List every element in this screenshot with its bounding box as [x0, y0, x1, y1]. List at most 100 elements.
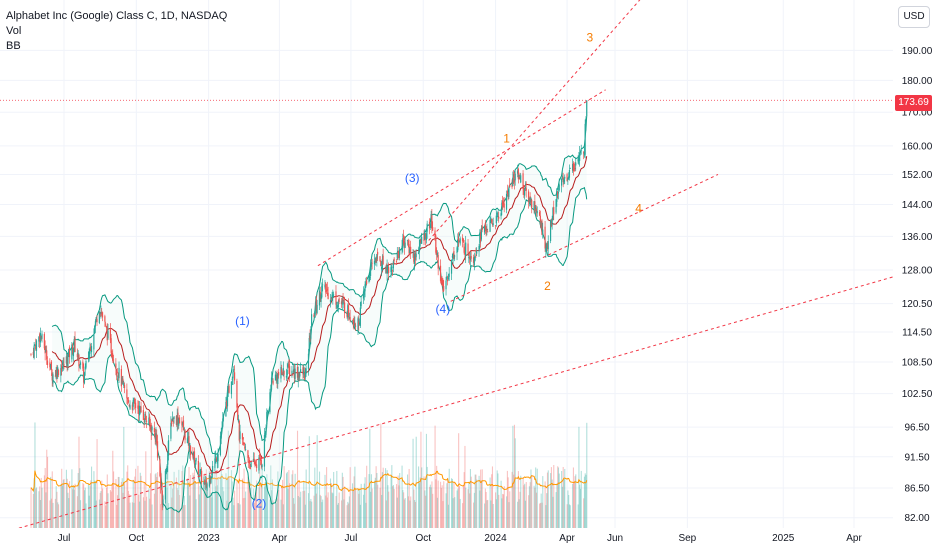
- candle-body: [528, 197, 530, 203]
- volume-bar: [50, 498, 53, 528]
- volume-bar: [562, 466, 564, 528]
- candle-body: [544, 226, 546, 249]
- candle-body: [546, 242, 549, 249]
- candle-body: [465, 242, 467, 256]
- volume-bar: [104, 501, 106, 528]
- volume-bar: [178, 469, 180, 528]
- candle-body: [539, 215, 541, 224]
- candle-body: [60, 368, 62, 376]
- candle-body: [557, 191, 559, 196]
- volume-bar: [390, 475, 392, 528]
- volume-bar: [519, 491, 521, 528]
- volume-bar: [100, 491, 102, 528]
- candle-body: [65, 356, 67, 364]
- volume-bar: [297, 496, 299, 528]
- candle-body: [39, 334, 41, 342]
- candle-body: [30, 353, 32, 355]
- volume-bar: [432, 493, 434, 528]
- indicator-vol[interactable]: Vol: [6, 25, 22, 37]
- volume-bar: [454, 497, 456, 528]
- volume-bar: [498, 494, 500, 528]
- volume-bar: [61, 468, 63, 528]
- volume-bar: [65, 469, 67, 528]
- candle-body: [237, 408, 239, 420]
- volume-bar: [375, 466, 377, 528]
- candle-body: [552, 207, 554, 221]
- candle-body: [164, 470, 167, 500]
- candle-body: [481, 225, 483, 231]
- volume-bar: [414, 500, 416, 528]
- volume-bar: [348, 503, 350, 528]
- volume-bar: [32, 493, 34, 528]
- candle-body: [182, 420, 185, 431]
- volume-bar: [264, 482, 266, 528]
- volume-bar: [140, 475, 142, 528]
- time-tick-label: Apr: [559, 533, 575, 544]
- candle-body: [208, 475, 211, 487]
- candle-body: [435, 235, 437, 253]
- volume-bar: [176, 488, 178, 528]
- volume-bar: [105, 487, 108, 528]
- volume-bar: [149, 498, 151, 528]
- candle-body: [574, 168, 576, 169]
- candle-body: [463, 243, 465, 253]
- volume-bar: [236, 480, 238, 528]
- candle-body: [96, 318, 98, 323]
- candle-body: [445, 280, 447, 290]
- volume-bar: [227, 430, 229, 528]
- volume-bar: [506, 470, 508, 528]
- candle-body: [302, 367, 304, 375]
- candle-body: [221, 427, 223, 430]
- volume-bar: [275, 503, 277, 528]
- volume-bar: [533, 485, 535, 528]
- volume-bar: [84, 487, 86, 528]
- volume-bar: [441, 485, 443, 528]
- candle-body: [77, 352, 79, 355]
- candle-body: [431, 215, 433, 229]
- volume-bar: [462, 503, 464, 528]
- currency-button[interactable]: USD: [898, 6, 930, 28]
- candle-body: [189, 446, 192, 455]
- volume-bar: [370, 491, 372, 528]
- indicator-bb[interactable]: BB: [6, 40, 21, 52]
- candle-body: [133, 399, 135, 401]
- volume-bar: [95, 500, 97, 528]
- volume-bar: [468, 482, 470, 528]
- volume-bar: [82, 482, 84, 528]
- volume-bar: [215, 486, 217, 528]
- volume-bar: [35, 488, 37, 528]
- candle-body: [71, 344, 73, 360]
- candle-body: [149, 424, 152, 427]
- candle-body: [369, 277, 371, 278]
- volume-bar: [175, 477, 178, 528]
- candle-body: [173, 416, 175, 420]
- candle-body: [435, 249, 438, 255]
- volume-bar: [143, 483, 145, 528]
- volume-bar: [233, 505, 235, 528]
- candle-body: [307, 353, 310, 369]
- candle-body: [310, 329, 312, 339]
- candle-body: [67, 354, 69, 367]
- wave-label: (1): [235, 314, 250, 328]
- volume-bar: [71, 469, 73, 528]
- volume-bar: [473, 502, 475, 528]
- candle-body: [90, 346, 92, 351]
- volume-bar: [523, 485, 525, 528]
- candle-body: [557, 192, 560, 194]
- symbol-title[interactable]: Alphabet Inc (Google) Class C, 1D, NASDA…: [6, 10, 228, 22]
- candle-body: [349, 316, 351, 321]
- volume-bar: [376, 473, 378, 528]
- volume-bar: [486, 500, 488, 528]
- candle-body: [524, 190, 526, 196]
- price-tick-label: 180.00: [902, 76, 932, 87]
- volume-bar: [364, 477, 366, 528]
- volume-bar: [563, 479, 565, 528]
- bb-fill: [52, 116, 587, 513]
- candle-body: [73, 338, 75, 351]
- candle-body: [421, 236, 423, 244]
- volume-bar: [50, 476, 52, 528]
- volume-bar: [442, 501, 444, 528]
- volume-bar: [331, 492, 333, 528]
- candle-body: [387, 266, 389, 268]
